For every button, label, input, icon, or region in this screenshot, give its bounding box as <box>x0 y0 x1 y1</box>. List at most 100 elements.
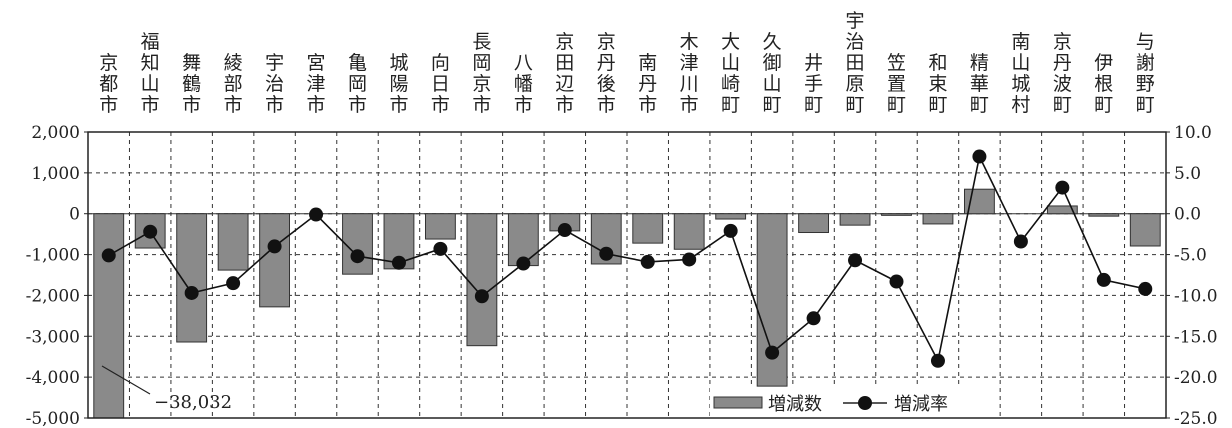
bar <box>342 213 373 275</box>
rate-point <box>682 252 697 267</box>
category-label: 長岡京市 <box>472 31 491 116</box>
rate-point <box>1055 180 1070 195</box>
bar <box>1046 205 1078 215</box>
category-label: 宇治市 <box>265 52 284 116</box>
bar <box>839 213 871 226</box>
bar-series <box>93 188 1161 419</box>
y-left-tick-label: -3,000 <box>26 327 80 347</box>
bar <box>673 213 705 250</box>
annotation-leader <box>101 365 151 395</box>
bar <box>963 188 995 215</box>
rate-point <box>1096 272 1111 287</box>
category-label: 井手町 <box>804 52 823 116</box>
category-label: 南山城村 <box>1011 31 1030 116</box>
y-axis-right: 10.0 5.0 0.0 -5.0 -10.0 -15.0 -20.0 -25.0 <box>1166 123 1218 428</box>
bar <box>756 213 788 387</box>
y-axis-left: 2,000 1,000 0 -1,000 -2,000 -3,000 -4,000 -5,00… <box>26 123 88 428</box>
gridlines <box>88 132 1166 418</box>
bar <box>881 213 912 216</box>
rate-point <box>516 256 531 271</box>
bar <box>798 213 830 234</box>
y-left-tick-label: 2,000 <box>31 123 80 143</box>
rate-point <box>848 253 863 268</box>
category-label: 八幡市 <box>514 52 533 116</box>
bar <box>922 213 954 225</box>
rate-point <box>267 239 282 254</box>
rate-point <box>226 276 241 291</box>
y-left-tick-label: -5,000 <box>26 409 80 428</box>
category-label: 京丹後市 <box>597 31 616 116</box>
category-label: 福知山市 <box>141 31 160 116</box>
y-left-tick-label: 0 <box>69 205 80 225</box>
category-label: 亀岡市 <box>348 52 367 116</box>
category-label: 向日市 <box>431 52 450 116</box>
category-label: 久御山町 <box>763 31 782 116</box>
rate-point <box>350 249 365 264</box>
rate-point <box>391 255 406 270</box>
bar <box>1088 213 1120 217</box>
rate-point <box>557 223 572 238</box>
rate-point <box>474 289 489 304</box>
category-label: 舞鶴市 <box>182 52 201 116</box>
rate-point <box>143 224 158 239</box>
category-label: 綾部市 <box>224 52 243 116</box>
rate-line <box>108 154 1146 364</box>
y-left-tick-label: -2,000 <box>26 286 80 306</box>
rate-point <box>101 248 116 263</box>
category-label: 京丹波町 <box>1053 31 1072 116</box>
y-left-tick-label: -4,000 <box>26 368 80 388</box>
category-label: 木津川市 <box>680 31 699 116</box>
bar <box>466 213 498 347</box>
annotation-text: −38,032 <box>154 392 232 413</box>
category-label: 南丹市 <box>638 52 657 116</box>
category-label: 和束町 <box>928 52 947 116</box>
rate-point <box>930 353 945 368</box>
category-labels: 京都市 福知山市 舞鶴市 綾部市 宇治市 宮津市 亀岡市 城陽市 向日市 長岡京市 八幡市 京田辺市 京… <box>99 10 1155 116</box>
category-label: 精華町 <box>970 52 989 116</box>
y-left-tick-label: 1,000 <box>31 164 80 184</box>
legend-line-marker <box>858 396 872 410</box>
legend-line-label: 増減率 <box>894 394 948 415</box>
y-right-tick-label: -25.0 <box>1174 409 1218 428</box>
rate-point <box>972 149 987 164</box>
category-label: 伊根町 <box>1094 52 1113 116</box>
line-series <box>101 149 1153 368</box>
y-right-tick-label: 10.0 <box>1174 123 1212 143</box>
annotation: −38,032 <box>101 365 232 413</box>
bar <box>1129 213 1161 247</box>
rate-point <box>723 223 738 238</box>
category-label: 宇治田原町 <box>846 10 865 116</box>
bar <box>715 213 747 220</box>
bar <box>259 213 291 308</box>
legend: 増減数 増減率 <box>710 387 972 417</box>
category-label: 与謝野町 <box>1136 31 1155 116</box>
plot-frame <box>87 131 1167 419</box>
y-right-tick-label: -15.0 <box>1174 327 1218 347</box>
category-label: 大山崎町 <box>721 31 740 116</box>
rate-point <box>765 345 780 360</box>
legend-bar-label: 増減数 <box>768 394 822 415</box>
y-right-tick-label: 5.0 <box>1174 164 1201 184</box>
bar <box>632 213 664 244</box>
rate-point <box>184 285 199 300</box>
category-label: 京都市 <box>99 52 118 116</box>
category-label: 京田辺市 <box>555 31 574 116</box>
y-right-tick-label: -10.0 <box>1174 286 1218 306</box>
category-label: 城陽市 <box>389 52 408 116</box>
category-label: 笠置町 <box>887 52 906 116</box>
y-right-tick-label: 0.0 <box>1174 205 1201 225</box>
rate-point <box>806 311 821 326</box>
rate-point <box>433 241 448 256</box>
rate-point <box>1013 234 1028 249</box>
rate-point <box>309 207 324 222</box>
rate-point <box>889 274 904 289</box>
legend-bar-swatch <box>713 396 763 409</box>
bar <box>424 213 456 240</box>
bar <box>217 213 249 271</box>
y-right-tick-label: -5.0 <box>1174 246 1207 266</box>
y-left-tick-label: -1,000 <box>26 246 80 266</box>
rate-point <box>640 254 655 269</box>
rate-point <box>1138 281 1153 296</box>
category-label: 宮津市 <box>307 52 326 116</box>
